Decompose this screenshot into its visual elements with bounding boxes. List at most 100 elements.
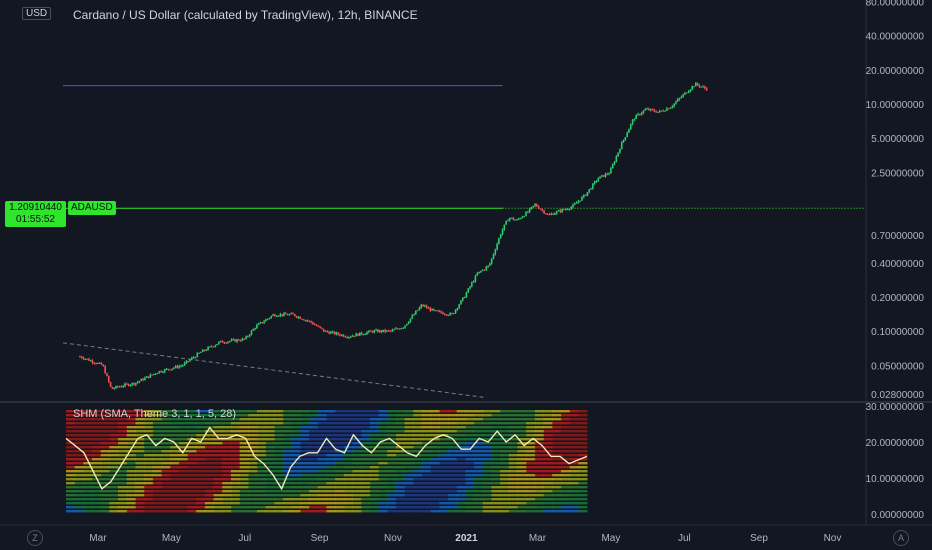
heatmap-cell (439, 450, 449, 453)
heatmap-cell (578, 438, 588, 441)
heatmap-cell (491, 490, 501, 493)
heatmap-cell (144, 450, 154, 453)
heatmap-cell (543, 450, 553, 453)
heatmap-cell (309, 446, 319, 449)
heatmap-cell (230, 506, 241, 509)
heatmap-cell (352, 482, 362, 485)
heatmap-cell (196, 430, 206, 433)
heatmap-cell (309, 510, 319, 513)
heatmap-cell (213, 418, 223, 421)
heatmap-cell (552, 434, 562, 437)
heatmap-cell (204, 442, 215, 445)
heatmap-cell (500, 466, 510, 469)
heatmap-cell (135, 478, 145, 481)
heatmap-cell (66, 422, 76, 425)
heatmap-cell (317, 498, 327, 501)
heatmap-cell (222, 490, 232, 493)
currency-button[interactable]: USD (22, 7, 52, 20)
auto-scale-button[interactable]: A (893, 530, 909, 546)
heatmap-cell (578, 466, 588, 469)
candle-body (169, 369, 171, 371)
heatmap-cell (335, 434, 345, 437)
heatmap-cell (170, 422, 180, 425)
heatmap-cell (526, 434, 536, 437)
heatmap-cell (309, 490, 319, 493)
heatmap-cell (265, 438, 275, 441)
heatmap-cell (178, 418, 189, 421)
heatmap-cell (109, 442, 119, 445)
timezone-button[interactable]: Z (27, 530, 43, 546)
heatmap-cell (474, 450, 484, 453)
heatmap-cell (100, 482, 110, 485)
heatmap-cell (257, 498, 267, 501)
heatmap-cell (387, 466, 397, 469)
heatmap-cell (126, 462, 136, 465)
heatmap-cell (187, 478, 197, 481)
candle-body (653, 109, 656, 112)
candle-body (138, 381, 141, 383)
heatmap-cell (491, 502, 501, 505)
heatmap-cell (265, 410, 275, 413)
heatmap-cell (578, 446, 588, 449)
heatmap-cell (491, 422, 501, 425)
heatmap-cell (352, 490, 362, 493)
heatmap-cell (152, 434, 163, 437)
heatmap-cell (265, 458, 275, 461)
heatmap-cell (178, 414, 189, 417)
heatmap-cell (430, 414, 440, 417)
heatmap-cell (430, 510, 440, 513)
heatmap-cell (526, 422, 536, 425)
heatmap-cell (491, 470, 501, 473)
heatmap-cell (534, 418, 545, 421)
heatmap-cell (526, 458, 536, 461)
heatmap-cell (230, 490, 241, 493)
heatmap-cell (187, 490, 197, 493)
heatmap-cell (474, 470, 484, 473)
heatmap-cell (118, 438, 128, 441)
heatmap-cell (491, 454, 501, 457)
heatmap-cell (118, 446, 128, 449)
time-tick-label: Mar (89, 533, 107, 544)
heatmap-cell (135, 506, 145, 509)
heatmap-cell (291, 506, 301, 509)
heatmap-cell (100, 510, 110, 513)
heatmap-cell (83, 414, 93, 417)
heatmap-cell (144, 422, 154, 425)
indicator-label[interactable]: SHM (SMA, Theme 3, 1, 1, 5, 28) (73, 408, 237, 420)
heatmap-cell (569, 498, 579, 501)
heatmap-cell (239, 438, 249, 441)
heatmap-cell (517, 430, 527, 433)
heatmap-cell (369, 410, 380, 413)
heatmap-cell (248, 466, 258, 469)
heatmap-cell (343, 474, 354, 477)
heatmap-cell (448, 478, 458, 481)
heatmap-cell (309, 450, 319, 453)
price-tick-label: 0.70000000 (871, 231, 924, 242)
heatmap-cell (196, 458, 206, 461)
heatmap-cell (361, 486, 371, 489)
heatmap-cell (317, 430, 327, 433)
heatmap-cell (274, 418, 284, 421)
heatmap-cell (230, 418, 241, 421)
heatmap-cell (378, 454, 388, 457)
heatmap-cell (465, 458, 475, 461)
heatmap-cell (239, 474, 249, 477)
heatmap-cell (283, 418, 293, 421)
heatmap-cell (161, 454, 171, 457)
heatmap-cell (465, 426, 475, 429)
candle-body (234, 339, 237, 342)
heatmap-cell (118, 494, 128, 497)
heatmap-cell (439, 494, 449, 497)
heatmap-cell (543, 474, 553, 477)
heatmap-cell (439, 482, 449, 485)
heatmap-cell (552, 478, 562, 481)
candle-body (704, 86, 706, 89)
candle-body (416, 310, 419, 312)
heatmap-cell (135, 430, 145, 433)
heatmap-cell (144, 426, 154, 429)
symbol-label: ADAUSD (68, 201, 116, 215)
heatmap-cell (413, 478, 423, 481)
heatmap-cell (222, 454, 232, 457)
heatmap-cell (213, 486, 223, 489)
heatmap-cell (508, 470, 519, 473)
